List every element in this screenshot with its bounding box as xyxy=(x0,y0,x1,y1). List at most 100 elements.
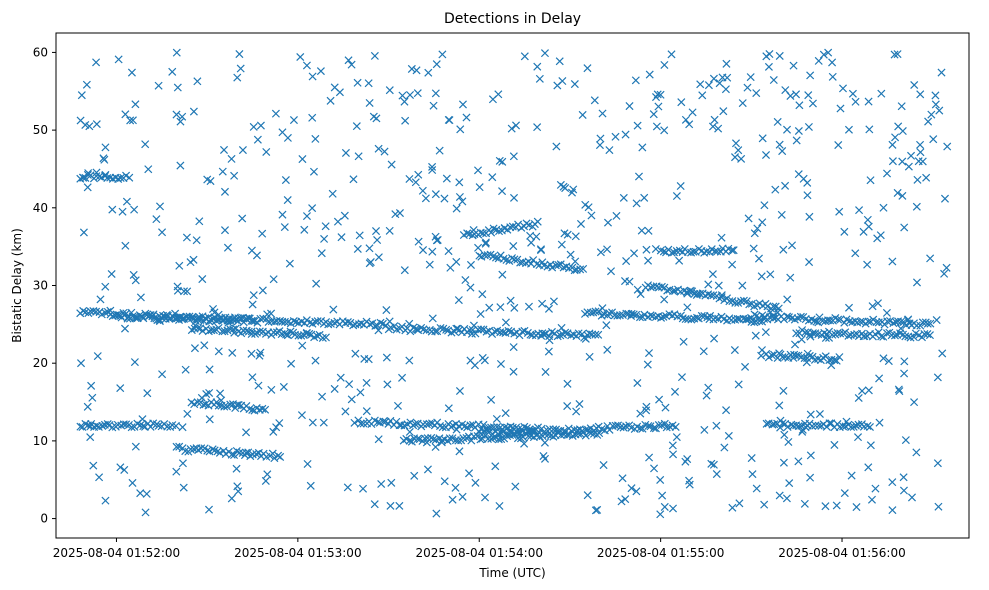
data-point xyxy=(359,419,368,428)
data-point xyxy=(541,329,550,338)
data-point xyxy=(688,108,697,117)
data-point xyxy=(414,170,423,179)
data-point xyxy=(828,72,837,81)
data-point xyxy=(386,501,395,510)
data-point xyxy=(466,421,475,430)
y-axis: 0 10 20 30 40 50 60 xyxy=(33,45,56,526)
data-point xyxy=(649,110,658,119)
data-point xyxy=(340,211,349,220)
data-point xyxy=(633,378,642,388)
data-point xyxy=(131,276,140,285)
data-point xyxy=(549,297,558,306)
data-point xyxy=(633,285,642,294)
data-point xyxy=(627,484,636,493)
data-point xyxy=(586,308,595,317)
data-point xyxy=(377,479,386,489)
data-point xyxy=(896,317,905,326)
data-point xyxy=(830,440,839,449)
data-point xyxy=(289,317,298,326)
data-point xyxy=(498,187,507,196)
data-point xyxy=(89,306,98,316)
data-point xyxy=(495,156,504,165)
data-point xyxy=(285,259,294,268)
data-point xyxy=(777,210,786,219)
data-point xyxy=(871,484,880,493)
data-point xyxy=(502,255,511,264)
data-point xyxy=(171,421,180,430)
data-point xyxy=(238,214,247,223)
data-point xyxy=(668,504,678,513)
data-point xyxy=(656,90,665,99)
data-point xyxy=(612,211,621,220)
data-point xyxy=(103,420,112,429)
data-point xyxy=(901,436,910,445)
data-point xyxy=(826,316,835,325)
data-point xyxy=(249,291,258,300)
data-point xyxy=(844,125,853,134)
y-tick-label: 0 xyxy=(40,512,48,526)
data-point xyxy=(824,48,833,57)
data-point xyxy=(155,202,165,211)
data-point xyxy=(937,68,946,77)
data-point xyxy=(735,499,744,508)
data-point xyxy=(846,330,855,339)
data-point xyxy=(234,314,243,323)
data-point xyxy=(751,331,760,340)
data-point xyxy=(761,328,770,337)
data-point xyxy=(496,303,505,312)
data-point xyxy=(806,332,815,341)
data-point xyxy=(444,404,453,413)
data-point xyxy=(541,367,550,376)
data-point xyxy=(504,326,513,335)
data-point xyxy=(783,295,792,304)
data-point xyxy=(839,422,848,431)
data-point xyxy=(205,415,214,424)
data-point xyxy=(192,236,201,245)
data-point xyxy=(455,178,464,187)
data-point xyxy=(405,436,414,445)
data-point xyxy=(796,312,805,321)
data-point xyxy=(754,254,763,263)
data-point xyxy=(729,246,738,255)
data-point xyxy=(811,329,820,338)
data-point xyxy=(806,473,815,482)
data-point xyxy=(355,231,364,240)
data-point xyxy=(781,86,790,95)
data-point xyxy=(178,315,187,324)
data-point xyxy=(509,367,518,376)
data-point xyxy=(875,374,884,383)
data-point xyxy=(783,312,792,321)
data-point xyxy=(116,463,125,472)
data-point xyxy=(235,50,244,59)
data-point xyxy=(856,317,865,326)
data-point xyxy=(907,493,917,502)
data-point xyxy=(535,74,544,83)
data-point xyxy=(248,373,257,382)
data-point xyxy=(488,173,497,182)
data-point xyxy=(721,85,730,94)
data-point xyxy=(888,257,897,266)
data-point xyxy=(553,332,562,341)
data-point xyxy=(176,161,185,170)
data-point xyxy=(248,300,257,309)
data-point xyxy=(491,253,501,262)
data-point xyxy=(873,299,883,308)
data-point xyxy=(494,90,503,99)
data-point xyxy=(232,464,241,473)
data-point xyxy=(269,275,278,284)
data-point xyxy=(302,61,311,70)
data-point xyxy=(556,331,565,340)
data-point xyxy=(276,452,285,461)
data-point xyxy=(899,473,908,482)
data-point xyxy=(128,116,137,125)
data-point xyxy=(79,228,88,237)
data-point xyxy=(347,395,356,404)
data-point xyxy=(724,431,733,440)
data-point xyxy=(431,442,440,452)
data-point xyxy=(722,406,731,415)
data-point xyxy=(312,279,321,288)
data-point xyxy=(882,329,892,338)
data-point xyxy=(305,329,314,338)
data-point xyxy=(778,147,787,156)
data-point xyxy=(644,256,653,265)
